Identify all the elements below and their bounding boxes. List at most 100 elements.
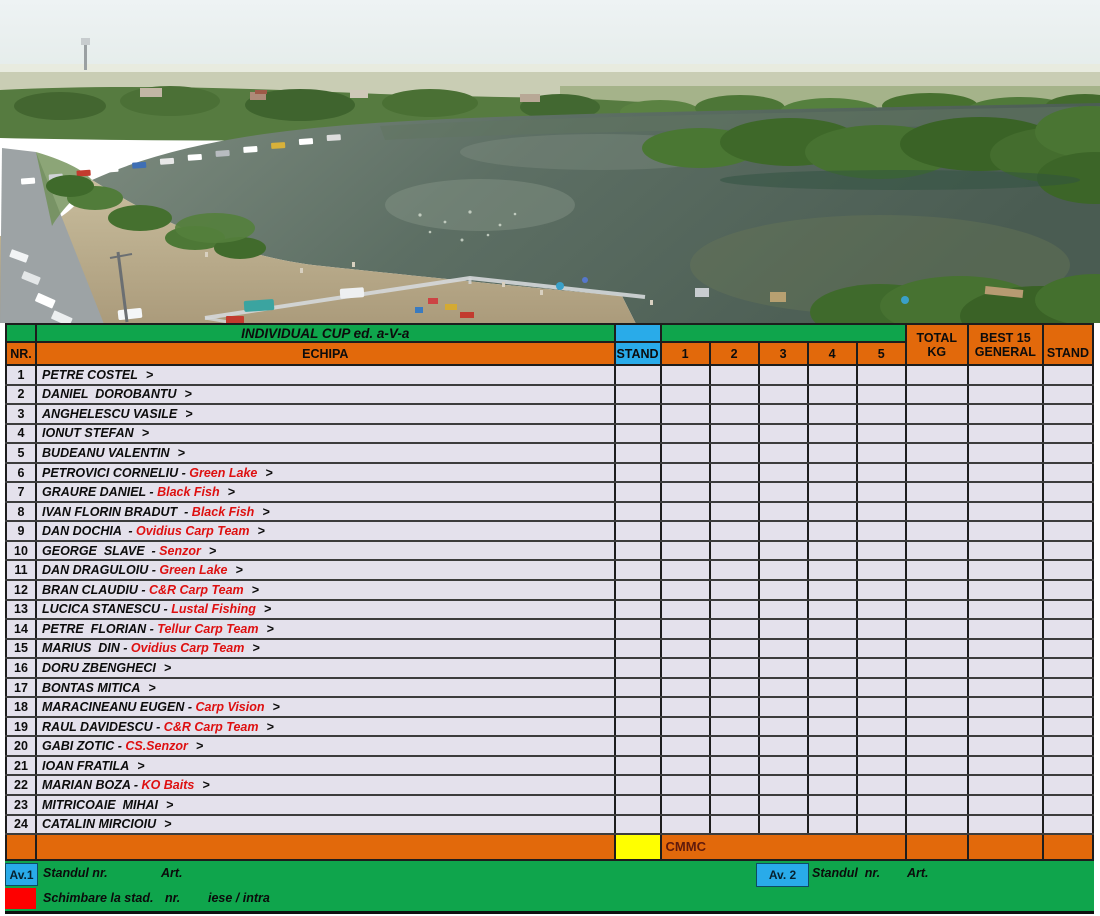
round-4-cell[interactable] xyxy=(806,579,858,601)
total-kg-cell[interactable] xyxy=(904,520,969,542)
round-3-cell[interactable] xyxy=(757,481,809,503)
stand-cell[interactable] xyxy=(613,774,662,797)
round-2-cell[interactable] xyxy=(708,637,760,660)
row-number-cell[interactable]: 21 xyxy=(4,754,38,777)
general-cell[interactable] xyxy=(966,422,1044,445)
stand-right-cell[interactable] xyxy=(1041,754,1095,777)
round-5-cell[interactable] xyxy=(855,637,907,660)
stand-cell[interactable] xyxy=(613,715,662,738)
round-5-cell[interactable] xyxy=(855,676,907,699)
stand-right-cell[interactable] xyxy=(1041,637,1095,660)
total-kg-cell[interactable] xyxy=(904,403,969,425)
row-number-cell[interactable]: 18 xyxy=(4,696,38,718)
general-cell[interactable] xyxy=(966,442,1044,464)
competitor-cell[interactable]: IONUT STEFAN > xyxy=(35,422,616,445)
stand-cell[interactable] xyxy=(613,813,662,836)
general-cell[interactable] xyxy=(966,696,1044,718)
stand-cell[interactable] xyxy=(613,403,662,425)
round-1-cell[interactable] xyxy=(659,442,711,464)
total-kg-cell[interactable] xyxy=(904,559,969,581)
general-cell[interactable] xyxy=(966,461,1044,484)
general-cell[interactable] xyxy=(966,715,1044,738)
round-1-cell[interactable] xyxy=(659,520,711,542)
round-5-cell[interactable] xyxy=(855,735,907,757)
round-5-cell[interactable] xyxy=(855,813,907,836)
round-4-cell[interactable] xyxy=(806,735,858,757)
stand-right-cell[interactable] xyxy=(1041,735,1095,757)
round-5-cell[interactable] xyxy=(855,696,907,718)
round-4-cell[interactable] xyxy=(806,559,858,581)
row-number-cell[interactable]: 10 xyxy=(4,539,38,562)
stand-cell[interactable] xyxy=(613,481,662,503)
round-5-cell[interactable] xyxy=(855,481,907,503)
stand-cell[interactable] xyxy=(613,383,662,406)
general-cell[interactable] xyxy=(966,403,1044,425)
round-3-cell[interactable] xyxy=(757,539,809,562)
stand-right-cell[interactable] xyxy=(1041,813,1095,836)
round-1-cell[interactable] xyxy=(659,657,711,679)
round-3-cell[interactable] xyxy=(757,520,809,542)
round-1-cell[interactable] xyxy=(659,813,711,836)
general-cell[interactable] xyxy=(966,774,1044,797)
stand-right-cell[interactable] xyxy=(1041,403,1095,425)
row-number-cell[interactable]: 17 xyxy=(4,676,38,699)
round-5-cell[interactable] xyxy=(855,774,907,797)
round-3-cell[interactable] xyxy=(757,403,809,425)
total-kg-cell[interactable] xyxy=(904,637,969,660)
round-4-cell[interactable] xyxy=(806,696,858,718)
round-4-cell[interactable] xyxy=(806,715,858,738)
summary-total-cell[interactable] xyxy=(904,833,969,862)
round-3-cell[interactable] xyxy=(757,500,809,523)
round-1-cell[interactable] xyxy=(659,500,711,523)
round-3-cell[interactable] xyxy=(757,637,809,660)
row-number-cell[interactable]: 2 xyxy=(4,383,38,406)
round-5-cell[interactable] xyxy=(855,618,907,640)
total-kg-cell[interactable] xyxy=(904,579,969,601)
round-3-cell[interactable] xyxy=(757,579,809,601)
competitor-cell[interactable]: IVAN FLORIN BRADUT - Black Fish > xyxy=(35,500,616,523)
round-2-cell[interactable] xyxy=(708,461,760,484)
round-5-cell[interactable] xyxy=(855,520,907,542)
total-kg-cell[interactable] xyxy=(904,422,969,445)
stand-cell[interactable] xyxy=(613,696,662,718)
round-2-cell[interactable] xyxy=(708,520,760,542)
stand-right-cell[interactable] xyxy=(1041,461,1095,484)
general-cell[interactable] xyxy=(966,364,1044,386)
total-kg-cell[interactable] xyxy=(904,657,969,679)
round-5-cell[interactable] xyxy=(855,422,907,445)
stand-right-cell[interactable] xyxy=(1041,442,1095,464)
stand-header-top-cell[interactable] xyxy=(613,323,662,343)
round-3-cell[interactable] xyxy=(757,735,809,757)
round-4-cell[interactable] xyxy=(806,754,858,777)
round-1-cell[interactable] xyxy=(659,422,711,445)
general-cell[interactable] xyxy=(966,559,1044,581)
stand-right-cell[interactable] xyxy=(1041,520,1095,542)
total-kg-cell[interactable] xyxy=(904,735,969,757)
stand-cell[interactable] xyxy=(613,364,662,386)
competitor-cell[interactable]: MARIUS DIN - Ovidius Carp Team > xyxy=(35,637,616,660)
round-2-cell[interactable] xyxy=(708,500,760,523)
competitor-cell[interactable]: DORU ZBENGHECI > xyxy=(35,657,616,679)
stand-cell[interactable] xyxy=(613,637,662,660)
general-cell[interactable] xyxy=(966,481,1044,503)
round-1-cell[interactable] xyxy=(659,539,711,562)
stand-right-cell[interactable] xyxy=(1041,618,1095,640)
row-number-cell[interactable]: 22 xyxy=(4,774,38,797)
round-5-cell[interactable] xyxy=(855,715,907,738)
total-kg-cell[interactable] xyxy=(904,539,969,562)
summary-nr-cell[interactable] xyxy=(4,833,38,862)
round-4-cell[interactable] xyxy=(806,618,858,640)
row-number-cell[interactable]: 6 xyxy=(4,461,38,484)
stand-right-cell[interactable] xyxy=(1041,696,1095,718)
round-3-cell[interactable] xyxy=(757,422,809,445)
round-2-cell[interactable] xyxy=(708,422,760,445)
round-5-cell[interactable] xyxy=(855,754,907,777)
round-1-cell[interactable] xyxy=(659,794,711,816)
round-5-cell[interactable] xyxy=(855,500,907,523)
stand-right-cell[interactable] xyxy=(1041,383,1095,406)
corner-cell[interactable] xyxy=(4,323,38,343)
competitor-cell[interactable]: GABI ZOTIC - CS.Senzor > xyxy=(35,735,616,757)
row-number-cell[interactable]: 15 xyxy=(4,637,38,660)
round-1-cell[interactable] xyxy=(659,559,711,581)
round-4-cell[interactable] xyxy=(806,637,858,660)
